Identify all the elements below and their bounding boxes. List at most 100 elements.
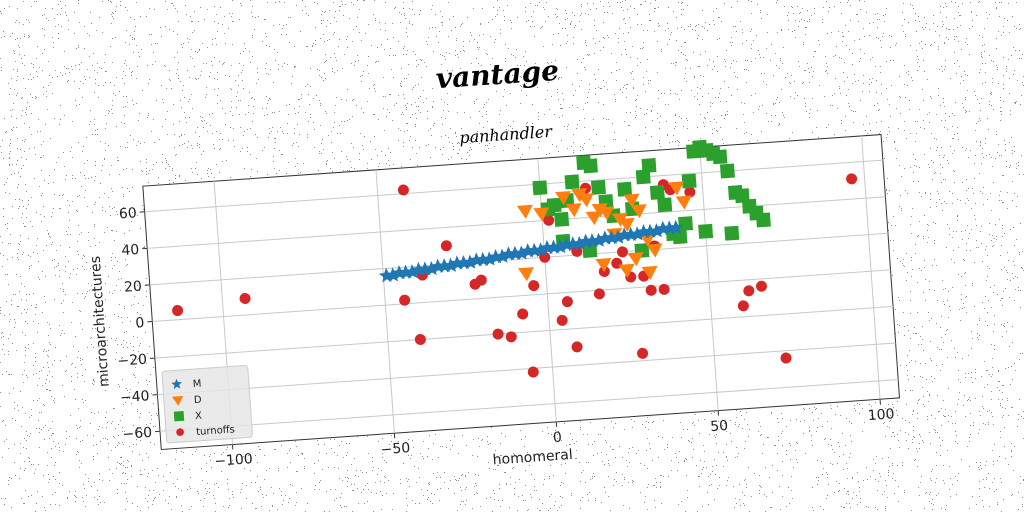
data-point	[517, 267, 534, 282]
legend-marker	[176, 428, 184, 437]
data-point	[571, 341, 583, 353]
data-point	[399, 294, 411, 306]
data-point	[172, 305, 184, 317]
legend-label: D	[194, 395, 203, 407]
data-point	[641, 265, 658, 280]
data-point	[668, 181, 685, 196]
data-point	[649, 184, 665, 200]
data-point	[556, 314, 568, 326]
y-tick-label: 60	[118, 205, 137, 222]
grid-line-y	[144, 159, 883, 213]
data-point	[684, 186, 696, 198]
data-point	[657, 197, 673, 213]
legend-item: X	[173, 411, 203, 422]
data-point	[516, 204, 533, 219]
data-point	[737, 300, 749, 312]
grid-line-y	[159, 379, 899, 432]
data-point	[627, 252, 644, 267]
data-point	[846, 173, 858, 185]
data-point	[618, 263, 635, 278]
data-point	[617, 181, 633, 197]
legend-label: X	[195, 411, 203, 422]
y-tick-label: −20	[117, 352, 148, 370]
grid-line-y	[154, 305, 894, 359]
data-point	[582, 242, 598, 258]
x-axis-label: homomeral	[492, 447, 573, 469]
x-tick-label: 100	[867, 406, 895, 424]
legend-item: turnoffs	[176, 424, 235, 438]
data-point	[571, 245, 583, 257]
grid-line-x	[699, 147, 719, 411]
series-m	[378, 219, 684, 283]
data-point	[658, 283, 670, 295]
data-point	[645, 284, 657, 296]
data-point	[505, 331, 517, 343]
data-point	[546, 197, 562, 213]
data-point	[554, 211, 570, 227]
data-point	[577, 193, 594, 208]
data-point	[590, 179, 606, 195]
data-point	[678, 216, 694, 232]
data-point	[239, 292, 251, 304]
data-point	[595, 258, 612, 273]
grid-line-x	[861, 135, 881, 400]
data-point	[528, 280, 540, 292]
data-point	[533, 207, 550, 222]
data-point	[675, 195, 692, 210]
x-tick-label: 0	[552, 430, 562, 447]
data-point	[565, 203, 582, 218]
y-tick-label: −60	[122, 425, 153, 443]
grid-line-y	[152, 269, 891, 322]
data-point	[756, 280, 768, 292]
data-point	[543, 214, 555, 226]
grid-line-x	[537, 158, 557, 422]
data-points	[172, 139, 858, 378]
x-ticks: −100 −50 0 50 100	[214, 399, 895, 470]
data-point	[734, 188, 750, 204]
x-tick-label: −50	[380, 440, 411, 458]
x-tick-label: −100	[214, 451, 253, 470]
data-point	[561, 296, 573, 308]
y-tick-label: 40	[121, 242, 140, 259]
data-point	[593, 288, 605, 300]
y-tick-label: −40	[119, 388, 150, 406]
data-point	[414, 334, 426, 346]
data-point	[585, 210, 602, 226]
data-point	[641, 158, 657, 173]
data-point	[719, 163, 735, 179]
data-point	[712, 149, 728, 165]
data-point	[616, 246, 628, 258]
grid-line-x	[375, 169, 395, 434]
legend-label: M	[192, 379, 201, 391]
legend-marker	[172, 395, 184, 406]
data-point	[582, 158, 598, 174]
data-point	[780, 352, 792, 364]
y-ticks: −60 −40 −20 0 20 40 60	[117, 205, 161, 443]
legend-item: M	[171, 378, 202, 391]
data-point	[639, 232, 656, 248]
data-point	[755, 212, 771, 228]
legend-box	[161, 364, 253, 444]
data-point	[517, 308, 529, 320]
data-point	[527, 366, 539, 378]
x-tick-label: 50	[710, 418, 729, 435]
chart-subtitle: panhandler	[459, 122, 554, 148]
legend-label: turnoffs	[196, 424, 235, 438]
data-point	[630, 204, 647, 219]
data-point	[532, 180, 548, 196]
data-point	[698, 223, 714, 239]
data-point	[618, 217, 635, 232]
data-point	[554, 191, 571, 206]
data-point	[681, 173, 697, 189]
y-tick-label: 20	[124, 278, 143, 295]
grid-line-y	[157, 342, 896, 396]
data-point	[397, 184, 409, 196]
data-point	[637, 347, 649, 359]
data-point	[539, 251, 551, 263]
data-point	[492, 328, 504, 340]
legend-marker	[171, 378, 182, 390]
plot-frame	[142, 134, 901, 451]
